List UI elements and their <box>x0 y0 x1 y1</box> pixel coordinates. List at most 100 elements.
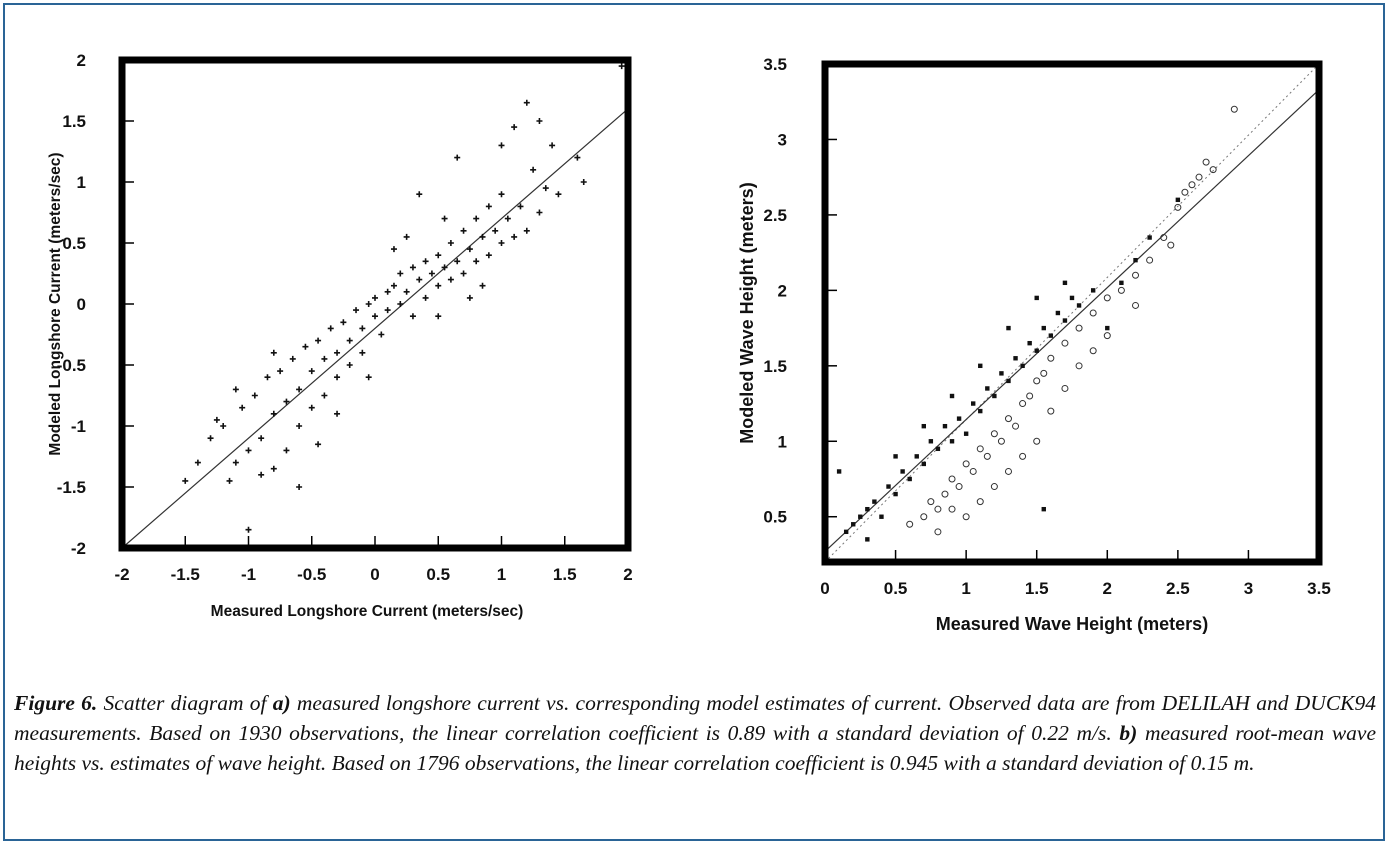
y-tick-label: 3.5 <box>763 55 787 74</box>
data-point <box>321 392 328 399</box>
data-point <box>416 276 423 283</box>
data-point <box>900 469 905 474</box>
y-tick-label: 2 <box>778 281 787 300</box>
data-point <box>978 408 983 414</box>
x-axis-label: Measured Longshore Current (meters/sec) <box>211 603 524 620</box>
data-point <box>1175 197 1181 203</box>
data-point <box>962 460 970 468</box>
data-point <box>1090 288 1096 293</box>
data-point <box>308 404 315 411</box>
data-point <box>1075 362 1083 370</box>
figure-caption: Figure 6. Scatter diagram of a) measured… <box>14 688 1376 778</box>
fit-line <box>824 89 1320 552</box>
data-point <box>990 430 998 438</box>
data-point <box>1041 506 1046 512</box>
data-point <box>1160 234 1168 242</box>
data-point <box>976 445 984 453</box>
data-point <box>340 319 347 326</box>
data-point <box>618 63 625 70</box>
data-point <box>893 491 898 497</box>
data-point <box>1033 377 1041 385</box>
data-point <box>1006 325 1011 331</box>
caption-part-a: a) <box>272 691 291 715</box>
x-tick-label: 3 <box>1244 579 1253 598</box>
data-point <box>397 301 404 307</box>
data-point <box>182 477 189 484</box>
data-point <box>983 452 991 460</box>
data-point <box>1075 324 1083 332</box>
caption-text-3: measured root-mean wave heights vs. esti… <box>14 721 1376 775</box>
data-point <box>479 282 486 289</box>
data-point <box>985 386 990 391</box>
data-point <box>928 439 934 444</box>
data-point <box>1089 347 1097 355</box>
data-point <box>542 185 549 192</box>
data-point <box>971 401 976 406</box>
data-point <box>1061 384 1069 392</box>
data-point <box>384 288 391 295</box>
data-point <box>283 447 290 454</box>
chart-wave-height: 0 0.5 1 1.5 2 2.5 3 3.5 0.5 1 1.5 2 2.5 3 3.5 Measured … <box>737 55 1331 634</box>
data-point <box>580 179 587 185</box>
data-point <box>460 270 467 277</box>
x-tick-label: 0 <box>370 565 379 584</box>
y-tick-label: 0.5 <box>763 508 787 527</box>
data-point <box>1089 309 1097 317</box>
data-point <box>872 499 877 504</box>
caption-label: Figure 6. <box>14 691 98 715</box>
y-tick-label: 1 <box>778 432 787 451</box>
data-point <box>948 475 956 483</box>
y-tick-label: -1 <box>71 417 86 436</box>
y-tick-label: 1.5 <box>763 357 787 376</box>
figure-frame <box>3 3 1385 841</box>
data-point <box>327 325 334 332</box>
data-point <box>390 282 397 289</box>
data-point <box>949 393 955 399</box>
x-tick-label: 2.5 <box>1166 579 1190 598</box>
reference-line <box>824 63 1320 563</box>
data-point <box>454 258 461 265</box>
data-point <box>955 483 963 491</box>
x-tick-label: 1.5 <box>1025 579 1049 598</box>
data-point <box>879 514 884 519</box>
data-point <box>435 313 442 320</box>
data-point <box>536 209 543 216</box>
data-point <box>1061 339 1069 347</box>
x-tick-label: 2 <box>623 565 632 584</box>
data-point <box>473 215 480 222</box>
data-point <box>914 454 919 459</box>
data-point <box>517 203 524 210</box>
data-point <box>1020 363 1025 369</box>
data-point <box>258 471 265 478</box>
data-point <box>308 368 315 375</box>
data-point <box>1047 407 1055 415</box>
data-point <box>976 498 984 506</box>
data-point <box>948 505 956 513</box>
data-point <box>942 423 948 429</box>
y-tick-label: 2 <box>77 51 86 70</box>
data-point <box>949 439 955 444</box>
y-axis-label: Modeled Wave Height (meters) <box>737 182 757 443</box>
data-point <box>447 276 454 283</box>
data-point <box>1103 332 1111 340</box>
data-point <box>315 441 322 448</box>
data-point <box>1230 105 1238 113</box>
data-point <box>969 467 977 475</box>
data-point <box>498 191 505 198</box>
y-axis-label: Modeled Longshore Current (meters/sec) <box>47 152 64 455</box>
data-point <box>530 166 537 173</box>
data-point <box>1048 333 1054 338</box>
data-point <box>906 520 914 528</box>
data-point <box>251 392 258 399</box>
data-point <box>296 484 303 490</box>
data-point <box>1055 310 1061 316</box>
data-point <box>441 215 448 222</box>
data-point <box>1019 452 1027 460</box>
data-point <box>1019 400 1027 408</box>
data-point <box>511 233 518 240</box>
data-point <box>1117 286 1125 294</box>
data-point <box>239 404 246 411</box>
caption-part-b: b) <box>1119 721 1138 745</box>
x-tick-label: -0.5 <box>297 565 326 584</box>
data-point <box>390 246 397 253</box>
